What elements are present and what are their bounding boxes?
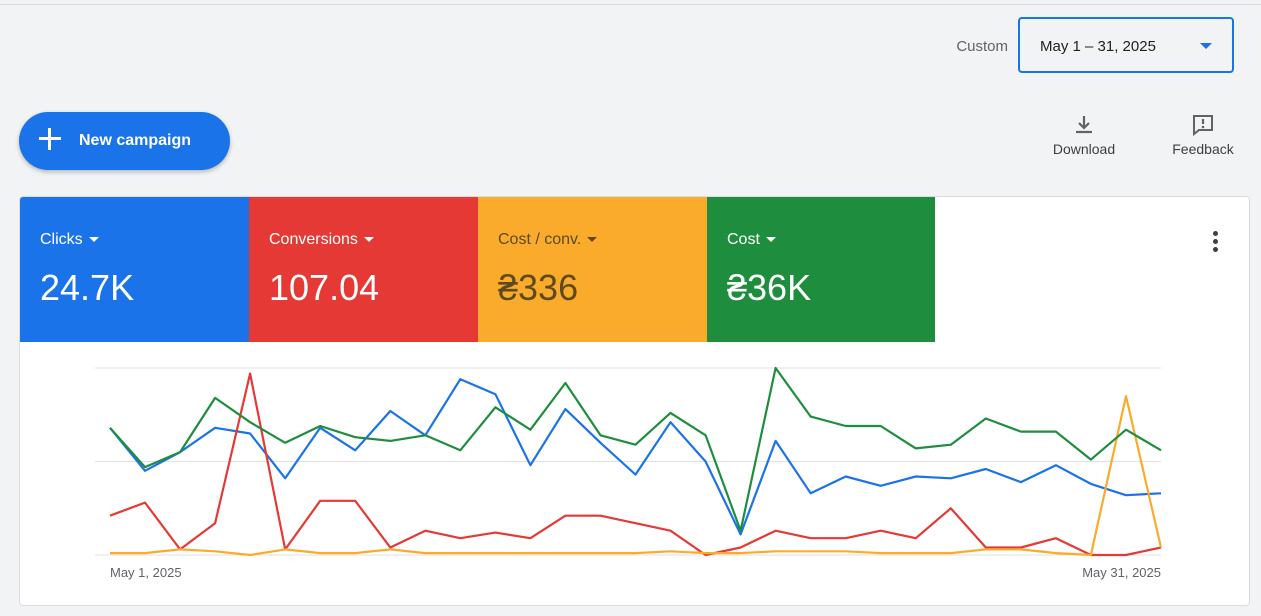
- chevron-down-icon: [1200, 43, 1212, 49]
- metric-value: ₴336: [498, 267, 579, 308]
- series-line-2: [110, 394, 1163, 557]
- new-campaign-button[interactable]: New campaign: [19, 112, 230, 170]
- metric-tile-cost[interactable]: Cost ₴36K: [707, 197, 935, 342]
- dropdown-arrow-icon: [88, 237, 99, 243]
- dropdown-arrow-icon: [765, 237, 776, 243]
- more-options-icon[interactable]: [1211, 231, 1219, 255]
- date-range-label: Custom: [956, 38, 1008, 55]
- metric-name: Cost: [727, 231, 776, 249]
- download-button[interactable]: Download: [1046, 113, 1122, 159]
- metric-tile-conversions[interactable]: Conversions 107.04: [249, 197, 478, 342]
- x-axis-start-label: May 1, 2025: [110, 565, 182, 580]
- feedback-label: Feedback: [1172, 141, 1234, 157]
- new-campaign-label: New campaign: [79, 132, 192, 149]
- feedback-button[interactable]: Feedback: [1166, 113, 1240, 159]
- performance-line-chart: May 1, 2025 May 31, 2025: [95, 366, 1163, 580]
- x-axis-end-label: May 31, 2025: [1082, 565, 1161, 580]
- download-icon: [1076, 116, 1092, 134]
- date-range-value: May 1 – 31, 2025: [1040, 38, 1156, 55]
- metric-name: Clicks: [40, 231, 99, 249]
- series-line-1: [109, 372, 1162, 557]
- series-line-0: [109, 378, 1162, 536]
- metric-tile-cost-per-conversion[interactable]: Cost / conv. ₴336: [478, 197, 707, 342]
- metric-value: ₴36K: [727, 267, 812, 308]
- download-label: Download: [1052, 141, 1116, 157]
- metric-value: 24.7K: [40, 267, 135, 308]
- performance-card: Clicks 24.7K Conversions 107.04 Cost / c…: [19, 196, 1250, 606]
- plus-icon: [39, 128, 61, 150]
- dropdown-arrow-icon: [363, 237, 374, 243]
- metric-value: 107.04: [269, 267, 380, 308]
- feedback-icon: [1193, 115, 1213, 137]
- series-line-3: [109, 366, 1162, 532]
- date-range-picker[interactable]: May 1 – 31, 2025: [1018, 17, 1234, 73]
- metric-name: Cost / conv.: [498, 231, 598, 249]
- metric-name: Conversions: [269, 231, 374, 249]
- dropdown-arrow-icon: [587, 237, 598, 243]
- metric-tile-clicks[interactable]: Clicks 24.7K: [20, 197, 249, 342]
- top-divider: [0, 4, 1261, 5]
